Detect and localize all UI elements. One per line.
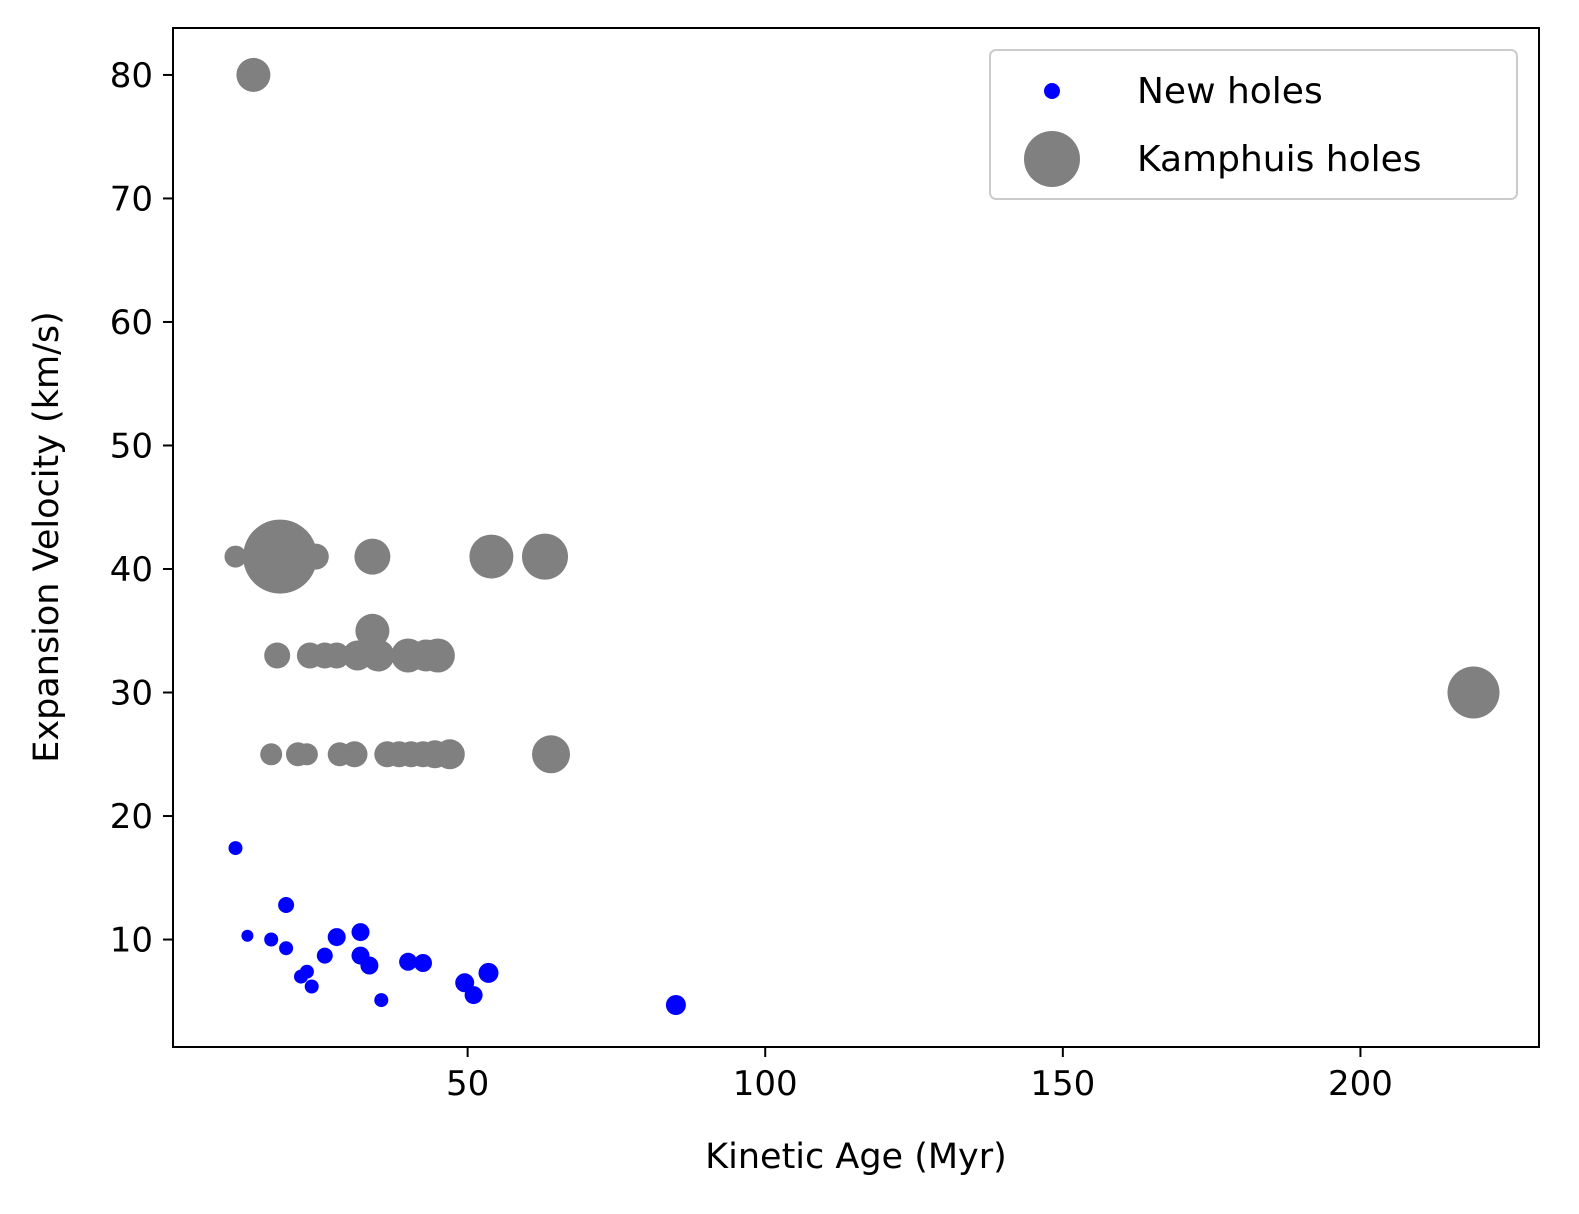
data-point bbox=[327, 928, 346, 947]
legend: New holes Kamphuis holes bbox=[989, 49, 1518, 200]
data-point bbox=[355, 613, 390, 648]
legend-marker-new-holes bbox=[1044, 83, 1060, 99]
data-point bbox=[323, 642, 350, 669]
data-point bbox=[399, 952, 418, 971]
data-point bbox=[236, 57, 271, 92]
data-point bbox=[434, 739, 465, 770]
x-axis-ticks: 50 100 150 200 bbox=[446, 1047, 1393, 1104]
data-point bbox=[241, 929, 254, 942]
data-point bbox=[532, 735, 570, 774]
x-tick-label: 100 bbox=[733, 1064, 798, 1104]
data-point bbox=[478, 962, 499, 983]
data-point bbox=[264, 932, 279, 947]
data-point bbox=[360, 956, 379, 975]
y-axis-ticks: 10 20 30 40 50 60 70 80 bbox=[110, 56, 173, 961]
data-point bbox=[420, 638, 455, 673]
y-tick-label: 70 bbox=[110, 179, 153, 219]
legend-label-new-holes: New holes bbox=[1137, 71, 1323, 112]
x-tick-label: 200 bbox=[1328, 1064, 1393, 1104]
x-tick-label: 150 bbox=[1030, 1064, 1095, 1104]
data-point bbox=[341, 741, 368, 768]
y-axis-label: Expansion Velocity (km/s) bbox=[27, 311, 67, 762]
data-point bbox=[374, 993, 389, 1008]
data-point bbox=[302, 543, 329, 570]
data-point bbox=[299, 964, 314, 979]
y-tick-label: 80 bbox=[110, 56, 153, 96]
data-point bbox=[362, 639, 395, 672]
data-point bbox=[264, 642, 291, 669]
x-axis-label: Kinetic Age (Myr) bbox=[705, 1137, 1007, 1177]
data-point bbox=[469, 534, 514, 579]
data-point bbox=[279, 941, 294, 956]
data-point bbox=[665, 995, 686, 1015]
data-point bbox=[464, 986, 483, 1005]
legend-marker-kamphuis-holes bbox=[1024, 131, 1080, 187]
x-tick-label: 50 bbox=[446, 1064, 489, 1104]
data-point bbox=[1447, 666, 1500, 719]
y-tick-label: 50 bbox=[110, 426, 153, 466]
y-tick-label: 20 bbox=[110, 797, 153, 837]
y-tick-label: 30 bbox=[110, 674, 153, 714]
data-point bbox=[295, 743, 318, 766]
plot-frame bbox=[172, 27, 1540, 1048]
y-tick-label: 10 bbox=[110, 921, 153, 961]
y-tick-label: 60 bbox=[110, 303, 153, 343]
data-points bbox=[224, 57, 1500, 1015]
data-point bbox=[316, 947, 333, 964]
data-point bbox=[243, 519, 318, 594]
data-point bbox=[228, 841, 243, 856]
data-point bbox=[278, 897, 295, 913]
data-point bbox=[351, 923, 370, 942]
legend-label-kamphuis-holes: Kamphuis holes bbox=[1137, 139, 1422, 180]
data-point bbox=[304, 979, 319, 994]
data-point bbox=[224, 545, 247, 568]
y-tick-label: 40 bbox=[110, 550, 153, 590]
data-point bbox=[414, 954, 432, 972]
data-point bbox=[354, 538, 391, 575]
series-new-holes bbox=[228, 841, 686, 1015]
data-point bbox=[522, 533, 568, 580]
legend-box bbox=[989, 49, 1518, 200]
data-point bbox=[260, 743, 283, 766]
series-kamphuis-holes bbox=[224, 57, 1500, 774]
